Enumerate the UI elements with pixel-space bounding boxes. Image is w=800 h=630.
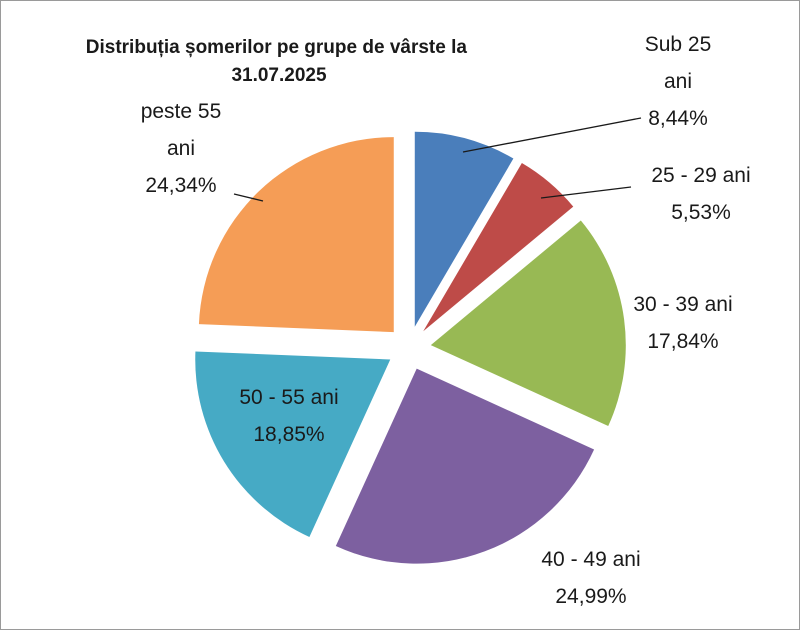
data-label-line: 24,99%	[555, 585, 626, 608]
data-label-line: 25 - 29 ani	[651, 164, 750, 187]
data-label-50-55-ani: 50 - 55 ani 18,85%	[239, 386, 338, 446]
pie-slices	[195, 131, 626, 564]
data-label-line: 17,84%	[647, 330, 718, 353]
data-label-line: ani	[167, 137, 195, 160]
data-label-sub-25-ani: Sub 25 ani 8,44%	[645, 33, 712, 130]
data-label-line: 24,34%	[145, 174, 216, 197]
data-label-line: 8,44%	[648, 107, 708, 130]
data-label-40-49-ani: 40 - 49 ani 24,99%	[541, 548, 640, 608]
leader-line-25-29-ani	[540, 186, 632, 199]
pie-slice-50-55-ani	[195, 351, 391, 537]
data-label-peste-55-ani: peste 55 ani 24,34%	[141, 100, 222, 197]
pie-slice-40-49-ani	[335, 368, 595, 564]
leader-line-peste-55-ani	[233, 193, 264, 202]
data-label-line: ani	[664, 70, 692, 93]
chart-title-line-2: 31.07.2025	[231, 65, 327, 86]
pie-slice-25-29-ani	[423, 163, 574, 332]
chart-title: Distribuția șomerilor pe grupe de vârste…	[86, 37, 472, 86]
data-label-25-29-ani: 25 - 29 ani 5,53%	[651, 164, 750, 224]
data-label-line: 30 - 39 ani	[633, 293, 732, 316]
leader-lines	[233, 117, 642, 202]
data-label-line: Sub 25	[645, 33, 712, 56]
pie-slice-peste-55-ani	[198, 137, 394, 333]
data-label-30-39-ani: 30 - 39 ani 17,84%	[633, 293, 732, 353]
data-label-line: 40 - 49 ani	[541, 548, 640, 571]
data-label-line: 18,85%	[253, 423, 324, 446]
pie-slice-sub-25-ani	[414, 131, 514, 327]
data-label-line: 5,53%	[671, 201, 731, 224]
pie-slice-30-39-ani	[430, 220, 626, 427]
data-label-line: peste 55	[141, 100, 222, 123]
data-label-line: 50 - 55 ani	[239, 386, 338, 409]
data-labels: Sub 25 ani 8,44% 25 - 29 ani 5,53% 30 - 39 an…	[141, 33, 751, 608]
chart-title-line-1: Distribuția șomerilor pe grupe de vârste…	[86, 37, 468, 58]
leader-line-sub-25-ani	[462, 117, 642, 153]
